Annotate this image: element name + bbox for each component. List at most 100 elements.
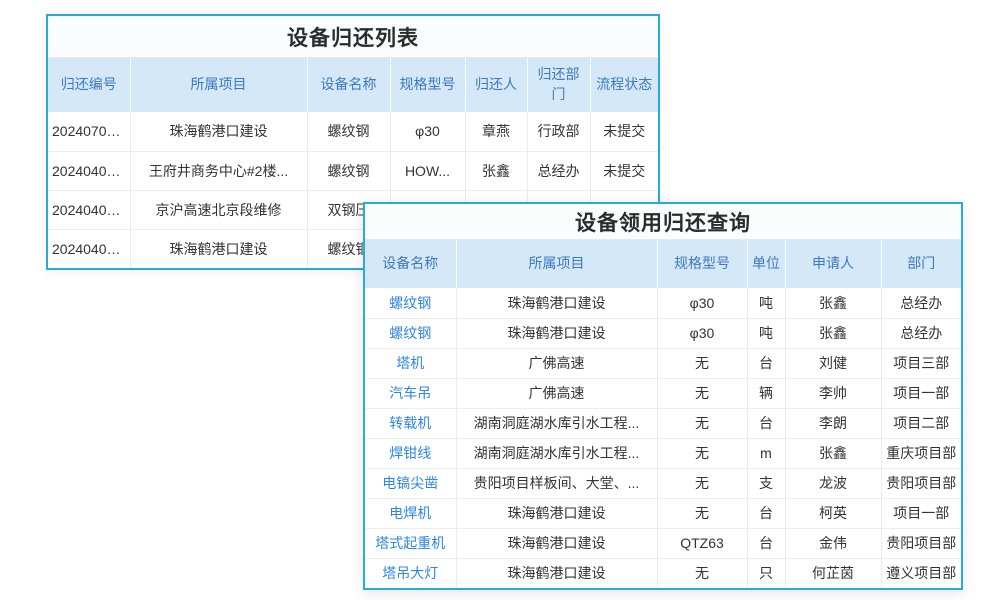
cell-equipment-name: 螺纹钢 (365, 318, 457, 349)
equipment-name-link[interactable]: 塔式起重机 (375, 535, 446, 551)
return-list-table: 归还编号 所属项目 设备名称 规格型号 归还人 归还部门 流程状态 202407… (48, 58, 658, 268)
return-list-title: 设备归还列表 (48, 16, 658, 58)
table-row: 2024070001 珠海鹤港口建设 螺纹钢 φ30 章燕 行政部 未提交 (48, 112, 658, 152)
cell-applicant: 张鑫 (785, 318, 882, 349)
cell-project: 珠海鹤港口建设 (130, 229, 308, 268)
column-header-equipment-name: 设备名称 (365, 240, 457, 288)
cell-unit: 吨 (747, 288, 786, 319)
cell-unit: 吨 (747, 318, 786, 349)
cell-equipment-name: 螺纹钢 (307, 112, 391, 152)
cell-project: 湖南洞庭湖水库引水工程... (456, 408, 658, 439)
cell-unit: 台 (747, 348, 786, 379)
cell-project: 贵阳项目样板间、大堂、... (456, 468, 658, 499)
column-header-project: 所属项目 (456, 240, 658, 288)
equipment-name-link[interactable]: 汽车吊 (389, 385, 432, 401)
equipment-return-list-panel: 设备归还列表 归还编号 所属项目 设备名称 规格型号 归还人 归还部门 流程状态… (46, 14, 660, 270)
column-header-return-no: 归还编号 (48, 58, 131, 112)
column-header-dept: 部门 (881, 240, 961, 288)
equipment-name-link[interactable]: 焊钳线 (389, 445, 432, 461)
query-table: 设备名称 所属项目 规格型号 单位 申请人 部门 螺纹钢 珠海鹤港口建设 φ30… (365, 240, 961, 588)
cell-flow-status: 未提交 (590, 112, 658, 152)
cell-project: 广佛高速 (456, 348, 658, 379)
column-header-return-dept: 归还部门 (527, 58, 591, 112)
cell-applicant: 刘健 (785, 348, 882, 379)
cell-equipment-name: 塔吊大灯 (365, 558, 457, 588)
cell-spec-model: 无 (657, 438, 748, 469)
cell-project: 珠海鹤港口建设 (456, 288, 658, 319)
cell-unit: 台 (747, 408, 786, 439)
cell-equipment-name: 汽车吊 (365, 378, 457, 409)
column-header-returner: 归还人 (465, 58, 528, 112)
cell-equipment-name: 塔机 (365, 348, 457, 379)
query-panel-title: 设备领用归还查询 (365, 204, 961, 240)
column-header-project: 所属项目 (130, 58, 308, 112)
equipment-name-link[interactable]: 螺纹钢 (389, 325, 432, 341)
cell-project: 珠海鹤港口建设 (456, 528, 658, 559)
table-row: 螺纹钢 珠海鹤港口建设 φ30 吨 张鑫 总经办 (365, 288, 961, 319)
cell-applicant: 李朗 (785, 408, 882, 439)
cell-dept: 项目三部 (881, 348, 961, 379)
cell-equipment-name: 焊钳线 (365, 438, 457, 469)
equipment-name-link[interactable]: 塔机 (396, 355, 425, 371)
equipment-name-link[interactable]: 电镐尖凿 (382, 475, 439, 491)
cell-unit: m (747, 438, 786, 469)
table-row: 塔式起重机 珠海鹤港口建设 QTZ63 台 金伟 贵阳项目部 (365, 528, 961, 559)
cell-return-dept: 行政部 (527, 112, 591, 152)
cell-dept: 项目一部 (881, 378, 961, 409)
cell-equipment-name: 转载机 (365, 408, 457, 439)
cell-applicant: 柯英 (785, 498, 882, 529)
cell-dept: 项目二部 (881, 408, 961, 439)
cell-spec-model: 无 (657, 498, 748, 529)
cell-project: 珠海鹤港口建设 (456, 318, 658, 349)
column-header-spec-model: 规格型号 (657, 240, 748, 288)
table-row: 塔机 广佛高速 无 台 刘健 项目三部 (365, 348, 961, 379)
cell-unit: 台 (747, 528, 786, 559)
table-row: 螺纹钢 珠海鹤港口建设 φ30 吨 张鑫 总经办 (365, 318, 961, 349)
cell-dept: 总经办 (881, 318, 961, 349)
table-row: 2024040004 王府井商务中心#2楼... 螺纹钢 HOW... 张鑫 总… (48, 151, 658, 191)
equipment-name-link[interactable]: 电焊机 (389, 505, 432, 521)
equipment-name-link[interactable]: 塔吊大灯 (382, 565, 439, 582)
equipment-name-link[interactable]: 转载机 (389, 415, 432, 431)
column-header-unit: 单位 (747, 240, 786, 288)
cell-dept: 总经办 (881, 288, 961, 319)
cell-unit: 支 (747, 468, 786, 499)
cell-spec-model: 无 (657, 468, 748, 499)
cell-dept: 遵义项目部 (886, 565, 957, 582)
cell-spec-model: HOW... (390, 151, 466, 191)
cell-project: 珠海鹤港口建设 (130, 112, 308, 152)
column-header-spec-model: 规格型号 (390, 58, 466, 112)
cell-equipment-name: 电焊机 (365, 498, 457, 529)
cell-spec-model: φ30 (657, 318, 748, 349)
table-row: 焊钳线 湖南洞庭湖水库引水工程... 无 m 张鑫 重庆项目部 (365, 438, 961, 469)
cell-applicant: 金伟 (785, 528, 882, 559)
cell-dept: 项目一部 (881, 498, 961, 529)
table-row: 转载机 湖南洞庭湖水库引水工程... 无 台 李朗 项目二部 (365, 408, 961, 439)
cell-applicant: 李帅 (785, 378, 882, 409)
cell-equipment-name: 螺纹钢 (365, 288, 457, 319)
cell-project: 湖南洞庭湖水库引水工程... (456, 438, 658, 469)
cell-dept: 贵阳项目部 (881, 528, 961, 559)
cell-project: 广佛高速 (456, 378, 658, 409)
cell-applicant: 张鑫 (785, 288, 882, 319)
cell-return-no: 2024070001 (48, 112, 131, 152)
table-row: 塔吊大灯 珠海鹤港口建设 无 只 何芷茵 遵义项目部 (365, 558, 961, 588)
table-row: 汽车吊 广佛高速 无 辆 李帅 项目一部 (365, 378, 961, 409)
cell-spec-model: QTZ63 (657, 528, 748, 559)
return-list-header-row: 归还编号 所属项目 设备名称 规格型号 归还人 归还部门 流程状态 (48, 58, 658, 112)
equipment-name-link[interactable]: 螺纹钢 (389, 294, 432, 311)
cell-spec-model: φ30 (657, 288, 748, 319)
cell-unit: 只 (747, 558, 786, 588)
cell-unit: 台 (747, 498, 786, 529)
cell-unit: 辆 (747, 378, 786, 409)
cell-applicant: 张鑫 (785, 438, 882, 469)
cell-applicant: 龙波 (785, 468, 882, 499)
cell-returner: 章燕 (465, 112, 528, 152)
cell-project: 王府井商务中心#2楼... (130, 151, 308, 191)
cell-returner: 张鑫 (465, 151, 528, 191)
column-header-equipment-name: 设备名称 (307, 58, 391, 112)
cell-dept: 贵阳项目部 (881, 468, 961, 499)
column-header-flow-status: 流程状态 (590, 58, 658, 112)
cell-return-dept: 总经办 (527, 151, 591, 191)
cell-applicant: 何芷茵 (785, 558, 882, 588)
